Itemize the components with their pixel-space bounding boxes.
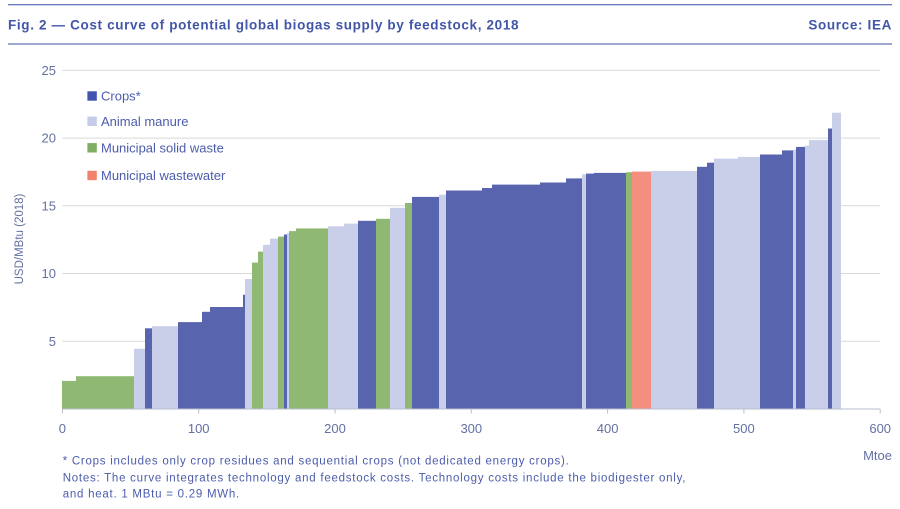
- svg-text:Crops*: Crops*: [101, 89, 141, 104]
- svg-text:Mtoe: Mtoe: [863, 448, 892, 463]
- svg-text:Source: IEA: Source: IEA: [808, 18, 892, 33]
- svg-text:300: 300: [460, 421, 482, 436]
- svg-text:15: 15: [42, 198, 56, 213]
- svg-text:Animal manure: Animal manure: [101, 114, 188, 129]
- svg-text:25: 25: [42, 63, 56, 78]
- svg-text:400: 400: [597, 421, 619, 436]
- svg-text:Fig. 2 — Cost curve of potenti: Fig. 2 — Cost curve of potential global …: [8, 18, 519, 33]
- svg-text:100: 100: [188, 421, 210, 436]
- svg-text:5: 5: [49, 334, 56, 349]
- svg-text:Municipal wastewater: Municipal wastewater: [101, 168, 226, 183]
- svg-text:and heat. 1 MBtu = 0.29 MWh.: and heat. 1 MBtu = 0.29 MWh.: [63, 489, 240, 501]
- svg-text:* Crops includes only crop res: * Crops includes only crop residues and …: [63, 456, 570, 468]
- svg-text:USD/MBtu (2018): USD/MBtu (2018): [14, 193, 26, 284]
- svg-text:500: 500: [733, 421, 755, 436]
- svg-text:0: 0: [59, 421, 66, 436]
- svg-text:Municipal solid waste: Municipal solid waste: [101, 140, 224, 155]
- svg-text:600: 600: [869, 421, 891, 436]
- svg-text:10: 10: [42, 266, 56, 281]
- svg-text:Notes: The curve integrates te: Notes: The curve integrates technology a…: [63, 473, 687, 485]
- svg-text:200: 200: [324, 421, 346, 436]
- svg-text:20: 20: [42, 131, 56, 146]
